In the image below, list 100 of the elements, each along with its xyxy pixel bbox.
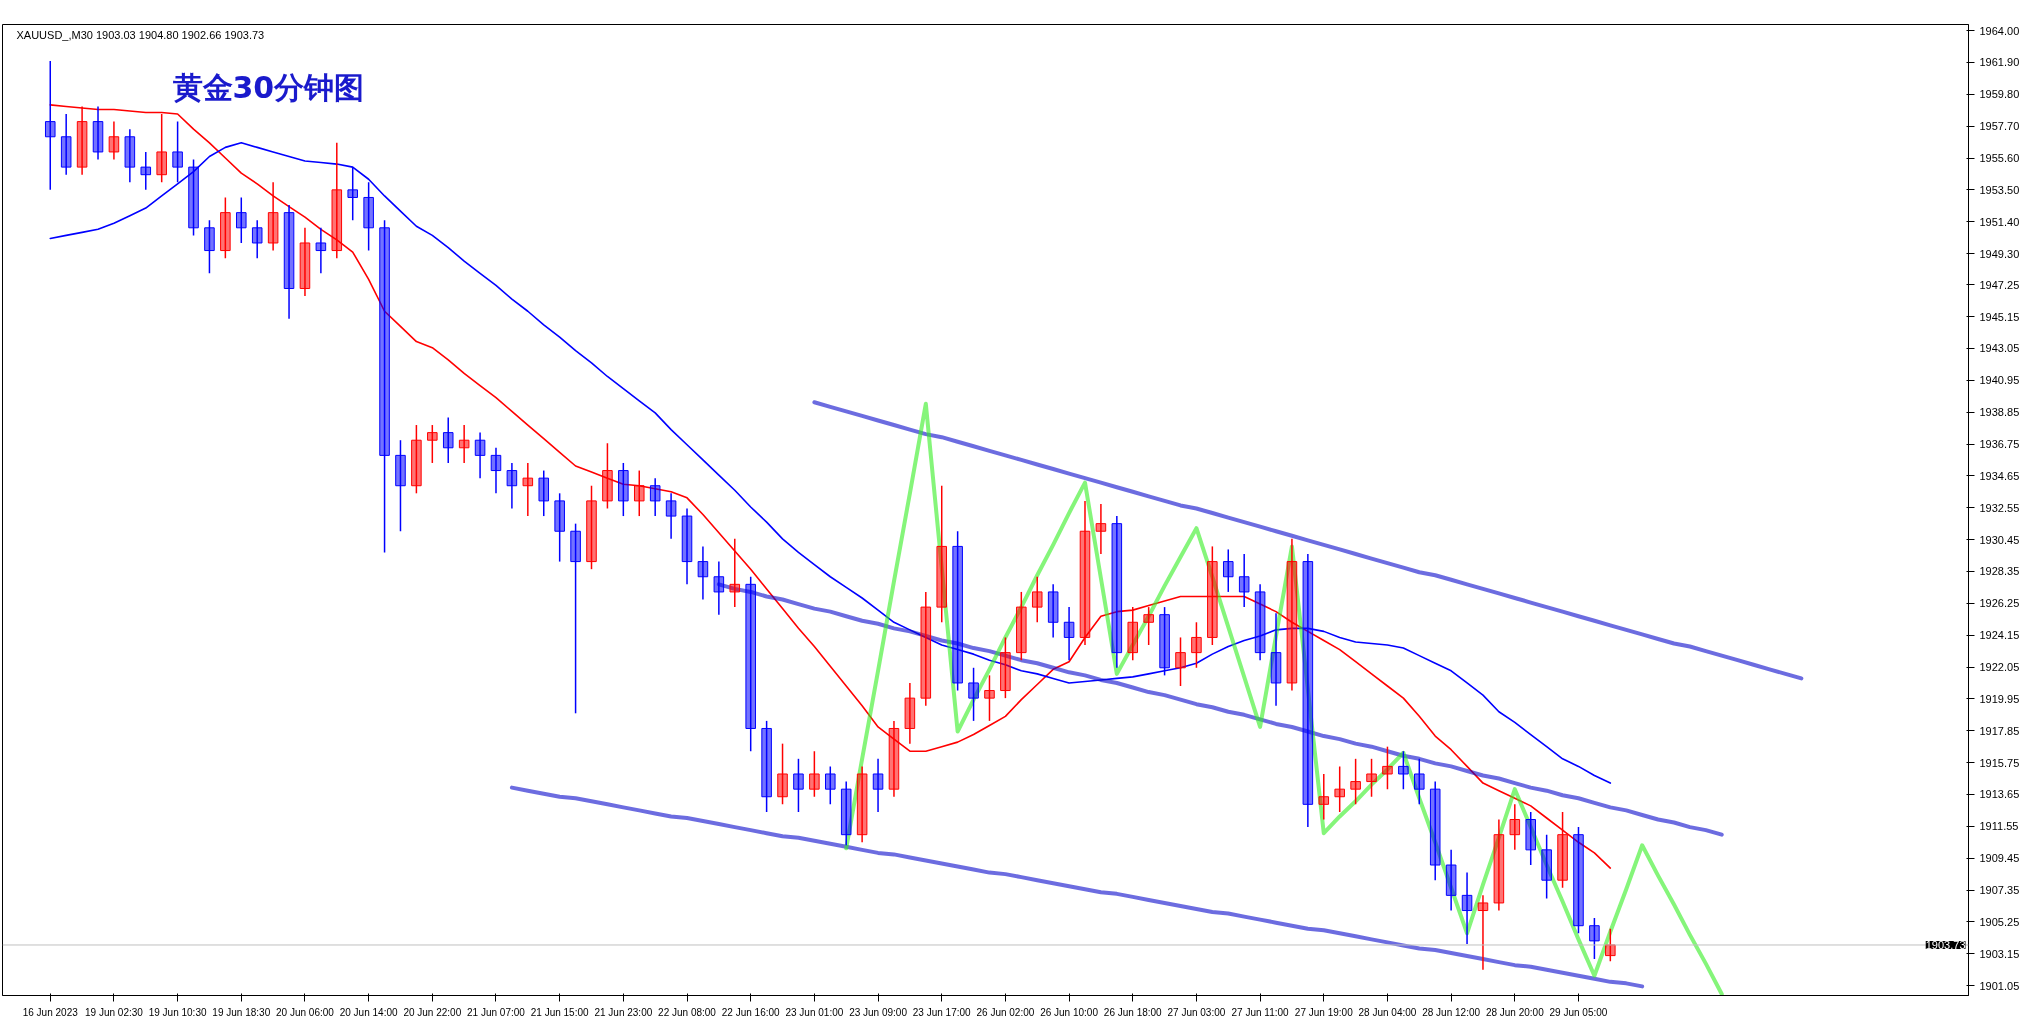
candlestick [458,424,470,464]
x-tick-label: 22 Jun 16:00 [721,1006,781,1018]
y-tick-label: 1953.50 [1979,183,2020,196]
candlestick [108,120,120,161]
candlestick [283,204,295,320]
candlestick [633,469,645,517]
candlestick [44,60,56,191]
candlestick [1270,612,1282,707]
candlestick [1016,591,1027,661]
x-tick-label: 23 Jun 17:00 [912,1006,972,1018]
candlestick [1573,826,1584,935]
candlestick [952,530,963,692]
y-tick-label: 1928.35 [1979,565,2020,578]
y-tick-label: 1947.25 [1979,278,2020,291]
candlestick [204,219,215,275]
x-tick-label: 21 Jun 07:00 [467,1006,526,1018]
candlestick [697,545,709,601]
candlestick [347,166,358,221]
x-tick-label: 27 Jun 11:00 [1231,1006,1290,1018]
x-tick-label: 20 Jun 14:00 [339,1006,398,1018]
candlestick [1541,833,1552,900]
candlestick [888,720,900,798]
candlestick [1063,606,1075,661]
candlestick [442,416,454,464]
x-tick-label: 27 Jun 19:00 [1294,1006,1354,1018]
candlestick [1238,553,1250,608]
candlestick [140,151,152,191]
candlestick [1031,576,1043,624]
candlestick [745,576,756,752]
y-tick-label: 1943.05 [1979,342,2020,355]
x-tick-label: 23 Jun 09:00 [849,1006,908,1018]
candlestick [522,462,534,517]
candlestick [506,462,518,510]
y-tick-label: 1951.40 [1979,215,2020,228]
candlestick [236,196,247,244]
y-tick-label: 1905.25 [1979,915,2020,928]
candlestick [188,158,199,237]
x-tick-label: 26 Jun 10:00 [1040,1006,1099,1018]
candlestick [1127,606,1139,661]
y-tick-label: 1903.15 [1979,947,2020,960]
candlestick [777,742,788,806]
candlestick [1222,548,1234,593]
x-tick-label: 26 Jun 02:00 [976,1006,1035,1018]
candlestick [1509,803,1521,851]
x-tick-label: 19 Jun 02:30 [85,1006,144,1018]
candlestick [968,667,979,722]
x-tick-label: 26 Jun 18:00 [1103,1006,1163,1018]
y-tick-label: 1924.15 [1979,629,2020,642]
candlestick [490,447,502,495]
candlestick [1000,636,1011,699]
candlestick [1254,583,1266,661]
candlestick [602,442,613,510]
candlestick [1445,849,1457,912]
candlestick [761,720,772,813]
y-tick-label: 1934.65 [1979,469,2020,482]
candlestick [315,227,327,275]
x-tick-label: 29 Jun 05:00 [1549,1006,1608,1018]
candlestick [649,477,661,517]
candlestick [411,424,422,495]
chart-subtitle: XAUUSD_,M30 1903.03 1904.80 1902.66 1903.73 [16,28,265,41]
candlestick [1398,750,1409,790]
x-tick-label: 21 Jun 15:00 [530,1006,590,1018]
y-tick-label: 1919.95 [1979,692,2020,705]
candlestick [395,439,406,532]
candlestick [1111,515,1123,669]
y-tick-label: 1915.75 [1979,756,2020,769]
y-tick-label: 1945.15 [1979,310,2020,323]
candlestick [825,765,836,806]
candlestick [1318,773,1330,821]
candlestick [1095,503,1107,555]
x-tick-label: 20 Jun 06:00 [276,1006,335,1018]
y-tick-label: 1922.05 [1979,661,2020,674]
y-tick-label: 1936.75 [1979,438,2020,450]
candlestick [793,758,804,813]
candlestick [156,113,167,184]
candlestick [1047,583,1059,639]
candlestick [984,674,995,722]
y-tick-label: 1959.80 [1979,88,2020,101]
x-tick-label: 16 Jun 2023 [22,1006,79,1018]
candlestick [665,492,677,540]
candlestick [124,128,136,184]
x-tick-label: 28 Jun 12:00 [1422,1006,1481,1018]
x-tick-label: 23 Jun 01:00 [785,1006,844,1018]
candlestick [1350,758,1361,806]
candlestick [729,538,741,608]
y-tick-label: 1930.45 [1979,533,2020,546]
y-tick-label: 1949.30 [1979,247,2020,260]
candlestick [1286,538,1298,692]
candlestick [809,750,820,798]
candlestick [1191,621,1202,669]
y-tick-label: 1964.00 [1979,24,2020,37]
candlestick [840,780,852,847]
y-tick-label: 1938.85 [1979,406,2020,419]
candlestick [872,758,884,813]
candlestick [331,142,343,259]
candlestick [570,522,581,715]
y-tick-label: 1957.70 [1979,120,2020,133]
y-tick-label: 1907.35 [1979,884,2020,897]
candlestick [713,560,725,616]
candlestick [1477,894,1489,971]
